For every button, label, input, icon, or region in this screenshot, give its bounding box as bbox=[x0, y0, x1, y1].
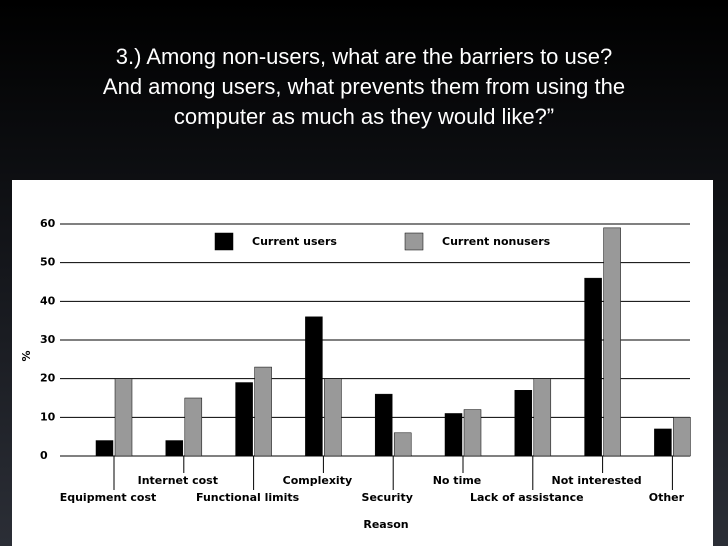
y-tick-label: 40 bbox=[40, 294, 56, 307]
bar bbox=[235, 382, 253, 457]
bar bbox=[463, 409, 482, 457]
y-tick-label: 20 bbox=[40, 372, 56, 385]
x-tick-label: No time bbox=[433, 474, 482, 487]
bar bbox=[514, 390, 533, 457]
bar bbox=[603, 227, 621, 457]
bar bbox=[114, 378, 133, 457]
y-tick-label: 0 bbox=[40, 449, 48, 462]
x-tick-label: Functional limits bbox=[196, 491, 300, 504]
legend-swatch bbox=[214, 232, 234, 251]
y-tick-label: 60 bbox=[40, 217, 56, 230]
legend-label: Current users bbox=[252, 235, 337, 248]
x-tick-label: Complexity bbox=[283, 474, 353, 487]
y-tick-label: 10 bbox=[40, 410, 56, 423]
bar bbox=[654, 428, 672, 457]
title-line: 3.) Among non-users, what are the barrie… bbox=[115, 44, 613, 69]
bar bbox=[324, 378, 342, 457]
bar bbox=[95, 440, 114, 457]
legend-swatch bbox=[404, 232, 424, 251]
y-tick-label: 30 bbox=[40, 333, 56, 346]
bar bbox=[254, 366, 272, 457]
x-tick-label: Equipment cost bbox=[60, 491, 157, 504]
bar bbox=[184, 397, 203, 457]
y-axis-label: % bbox=[20, 350, 33, 361]
bar bbox=[305, 316, 323, 457]
x-tick-label: Lack of assistance bbox=[470, 491, 584, 504]
bar bbox=[393, 432, 412, 457]
bar bbox=[673, 417, 691, 457]
legend-label: Current nonusers bbox=[442, 235, 551, 248]
bar bbox=[533, 378, 552, 457]
x-axis-label: Reason bbox=[363, 518, 408, 531]
bar bbox=[165, 440, 184, 457]
x-tick-label: Other bbox=[649, 491, 685, 504]
bar bbox=[444, 413, 463, 457]
slide-title: 3.) Among non-users, what are the barrie… bbox=[0, 42, 728, 132]
bar bbox=[584, 277, 602, 457]
title-line: computer as much as they would like?” bbox=[173, 104, 555, 129]
x-tick-label: Internet cost bbox=[138, 474, 218, 487]
title-line: And among users, what prevents them from… bbox=[102, 74, 626, 99]
chart: % Reason 0 10 20 30 40 50 60 Current users Curre… bbox=[12, 180, 713, 546]
x-tick-label: Security bbox=[362, 491, 413, 504]
x-tick-label: Not interested bbox=[551, 474, 641, 487]
y-tick-label: 50 bbox=[40, 256, 56, 269]
bar bbox=[374, 393, 393, 457]
